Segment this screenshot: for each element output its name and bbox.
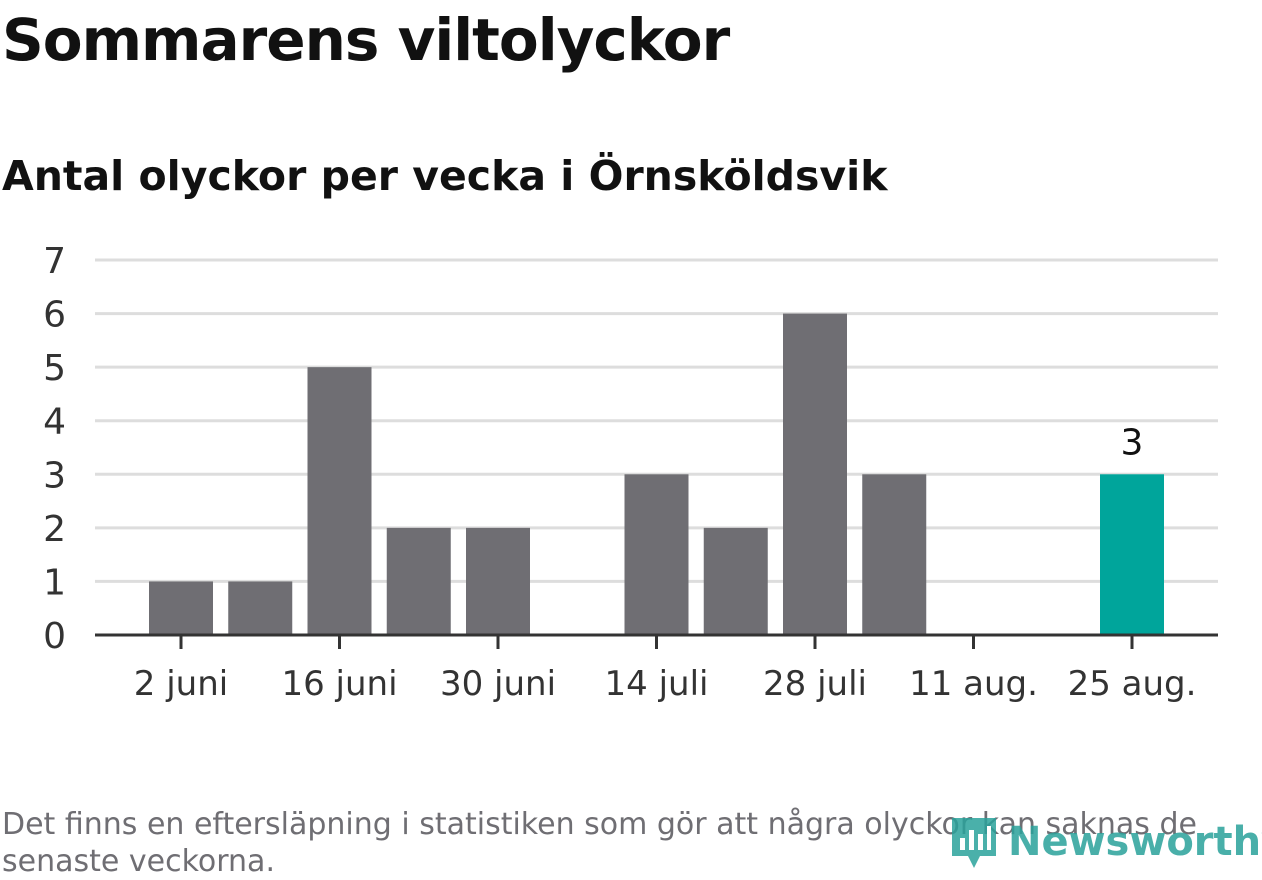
x-tick-label: 28 juli [763, 664, 867, 704]
bar [386, 527, 451, 635]
bar [783, 313, 847, 635]
y-tick-label: 1 [43, 562, 66, 603]
bar [307, 367, 372, 635]
bar [703, 527, 768, 635]
bar [862, 474, 927, 635]
y-tick-label: 5 [43, 348, 66, 389]
x-tick-label: 14 juli [605, 664, 709, 704]
bar-chart: 0 1 2 3 4 5 6 7 2 juni 16 juni 30 juni 14 juli 28 ju… [43, 241, 1218, 704]
bar-data-label: 3 [1121, 422, 1144, 463]
y-tick-label: 2 [43, 509, 66, 550]
x-tick-label: 16 juni [281, 664, 397, 704]
chart-title: Sommarens viltolyckor [2, 6, 730, 74]
bar [466, 527, 530, 635]
y-tick-label: 0 [43, 616, 66, 657]
footnote: Det finns en eftersläpning i statistiken… [2, 807, 1197, 879]
bar [149, 581, 213, 635]
newsworthy-logo: Newsworthy [948, 812, 1262, 872]
bar [624, 474, 689, 635]
x-tick-label: 30 juni [440, 664, 556, 704]
chart-subtitle: Antal olyckor per vecka i Örnsköldsvik [2, 152, 888, 200]
bar [1100, 474, 1164, 635]
y-tick-label: 4 [43, 402, 66, 443]
x-tick-label: 2 juni [134, 664, 228, 704]
y-tick-label: 7 [43, 241, 66, 282]
bar [228, 581, 293, 635]
x-tick-label: 25 aug. [1068, 664, 1197, 704]
x-tick-label: 11 aug. [909, 664, 1038, 704]
y-tick-label: 6 [43, 295, 66, 336]
newsworthy-logo-icon [952, 818, 996, 868]
newsworthy-logo-text: Newsworthy [1008, 819, 1262, 865]
y-tick-label: 3 [43, 455, 66, 496]
